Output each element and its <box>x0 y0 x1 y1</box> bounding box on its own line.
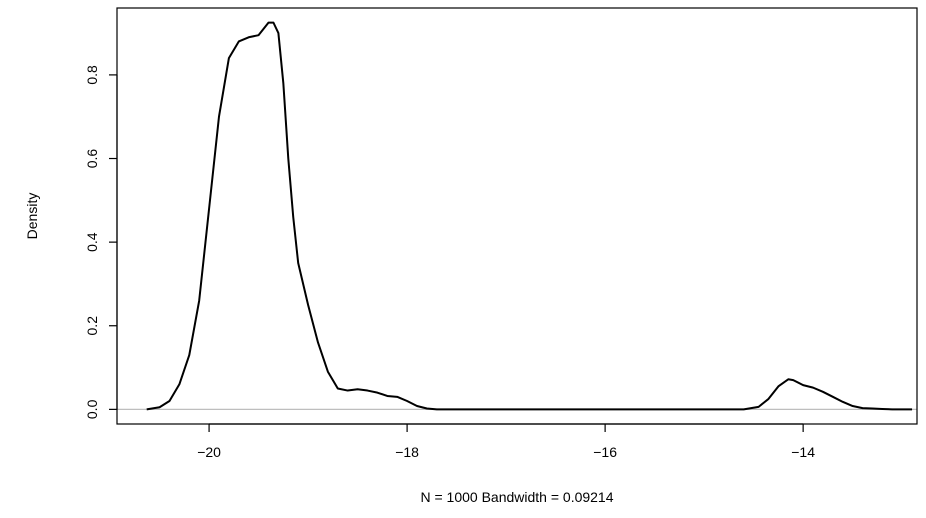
y-tick-label: 0.2 <box>84 316 100 336</box>
x-axis-label: N = 1000 Bandwidth = 0.09214 <box>420 489 613 505</box>
y-tick-label: 0.0 <box>84 399 100 419</box>
x-tick-label: −20 <box>197 444 221 460</box>
y-tick-label: 0.4 <box>84 232 100 252</box>
x-tick-label: −18 <box>395 444 419 460</box>
y-axis: 0.0 0.2 0.4 0.6 0.8 <box>84 65 118 419</box>
x-tick-label: −14 <box>791 444 815 460</box>
x-tick-label: −16 <box>593 444 617 460</box>
plot-frame <box>116 7 918 425</box>
density-line <box>146 21 913 411</box>
y-axis-label: Density <box>24 193 40 240</box>
x-axis: −20 −18 −16 −14 <box>197 423 815 460</box>
y-tick-label: 0.6 <box>84 149 100 169</box>
y-tick-label: 0.8 <box>84 65 100 85</box>
